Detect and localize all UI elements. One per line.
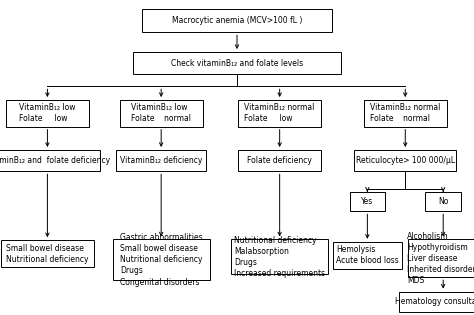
Text: VitaminB₁₂ normal
Folate    normal: VitaminB₁₂ normal Folate normal xyxy=(370,103,440,123)
Text: VitaminB₁₂ low
Folate    normal: VitaminB₁₂ low Folate normal xyxy=(131,103,191,123)
Text: Hematology consultation: Hematology consultation xyxy=(395,297,474,306)
Text: Gastric abnormalities
Small bowel disease
Nutritional deficiency
Drugs
Congenita: Gastric abnormalities Small bowel diseas… xyxy=(120,233,202,287)
FancyBboxPatch shape xyxy=(231,239,328,274)
Text: Reticulocyte> 100 000/μL: Reticulocyte> 100 000/μL xyxy=(356,156,455,165)
FancyBboxPatch shape xyxy=(116,150,206,171)
Text: Nutritional deficiency
Malabsorption
Drugs
Increased requirements: Nutritional deficiency Malabsorption Dru… xyxy=(234,236,325,278)
FancyBboxPatch shape xyxy=(142,9,332,32)
FancyBboxPatch shape xyxy=(364,100,447,127)
Text: Check vitaminB₁₂ and folate levels: Check vitaminB₁₂ and folate levels xyxy=(171,59,303,67)
FancyBboxPatch shape xyxy=(333,242,402,268)
Text: Folate deficiency: Folate deficiency xyxy=(247,156,312,165)
FancyBboxPatch shape xyxy=(1,240,94,267)
Text: VitaminB₁₂ normal
Folate     low: VitaminB₁₂ normal Folate low xyxy=(245,103,315,123)
FancyBboxPatch shape xyxy=(6,100,89,127)
FancyBboxPatch shape xyxy=(133,52,341,74)
FancyBboxPatch shape xyxy=(408,239,474,277)
Text: Yes: Yes xyxy=(361,197,374,206)
FancyBboxPatch shape xyxy=(120,100,203,127)
Text: Alcoholism
Hypothyroidism
Liver disease
Inherited disorders
MDS: Alcoholism Hypothyroidism Liver disease … xyxy=(407,232,474,285)
FancyBboxPatch shape xyxy=(350,192,385,211)
FancyBboxPatch shape xyxy=(113,239,210,280)
Text: Small bowel disease
Nutritional deficiency: Small bowel disease Nutritional deficien… xyxy=(6,243,89,264)
Text: No: No xyxy=(438,197,448,206)
FancyBboxPatch shape xyxy=(399,292,474,312)
FancyBboxPatch shape xyxy=(238,100,321,127)
Text: Macrocytic anemia (MCV>100 fL ): Macrocytic anemia (MCV>100 fL ) xyxy=(172,16,302,25)
FancyBboxPatch shape xyxy=(354,150,456,171)
Text: VitaminB₁₂ low
Folate     low: VitaminB₁₂ low Folate low xyxy=(19,103,76,123)
Text: VitaminB₁₂ deficiency: VitaminB₁₂ deficiency xyxy=(120,156,202,165)
FancyBboxPatch shape xyxy=(0,150,100,171)
FancyBboxPatch shape xyxy=(238,150,321,171)
Text: VitaminB₁₂ and  folate deficiency: VitaminB₁₂ and folate deficiency xyxy=(0,156,110,165)
Text: Hemolysis
Acute blood loss: Hemolysis Acute blood loss xyxy=(336,245,399,265)
FancyBboxPatch shape xyxy=(426,192,461,211)
